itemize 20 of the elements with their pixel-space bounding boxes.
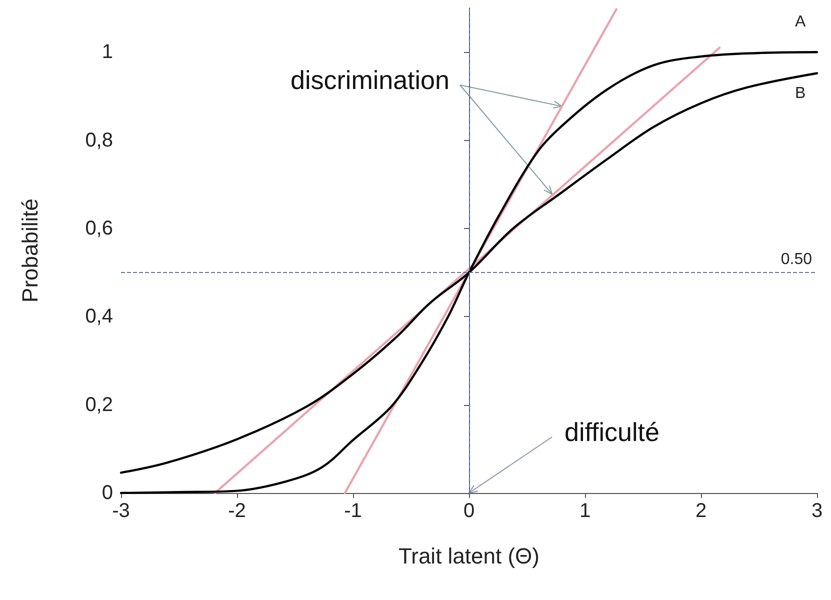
annotation: difficulté: [564, 417, 660, 447]
x-tick-label: 0: [463, 500, 475, 522]
y-tick-label: 0,2: [85, 394, 113, 416]
series-label: A: [795, 14, 806, 31]
ref-line-label: 0.50: [780, 251, 812, 268]
x-tick-label: -2: [228, 500, 246, 522]
x-tick-label: 2: [695, 500, 707, 522]
series-label: B: [795, 84, 806, 102]
y-axis-title: Probabilité: [18, 198, 42, 302]
y-tick-label: 0,6: [85, 217, 113, 240]
x-tick-label: -1: [344, 500, 362, 522]
x-axis-title: Trait latent (Θ): [398, 544, 540, 568]
y-tick-label: 1: [102, 41, 113, 64]
x-tick-label: 1: [579, 500, 591, 522]
annotation: discrimination: [290, 65, 450, 95]
y-tick-label: 0,8: [85, 129, 113, 152]
y-tick-label: 0,4: [85, 306, 113, 328]
x-tick-label: -3: [112, 500, 130, 522]
x-tick-label: 3: [811, 500, 823, 522]
y-tick-label: 0: [102, 482, 113, 504]
